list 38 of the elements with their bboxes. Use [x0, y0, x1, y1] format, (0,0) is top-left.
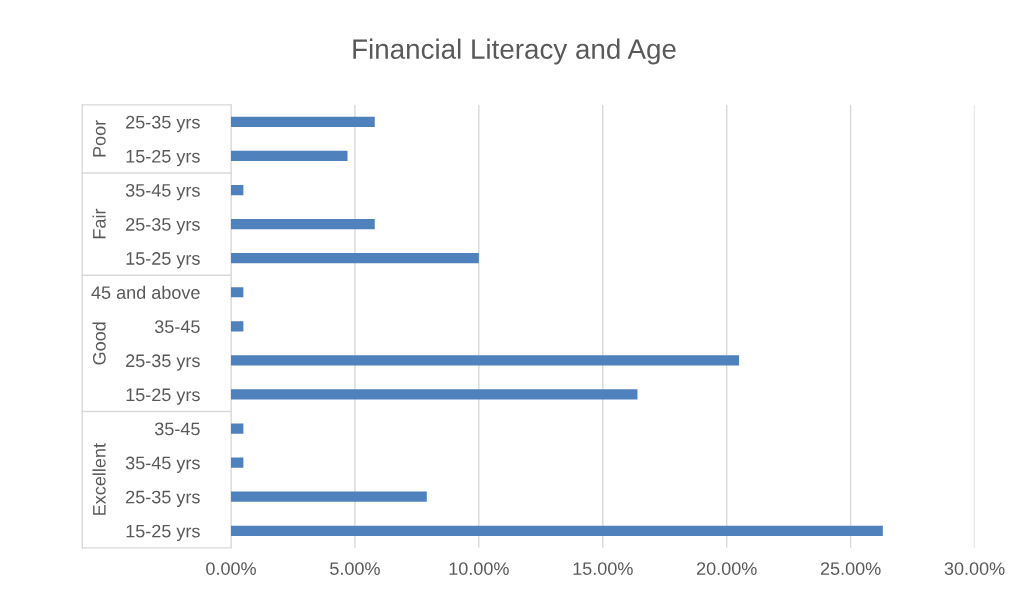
- bar: [230, 218, 375, 230]
- y-tick-label: 35-45: [154, 422, 200, 436]
- bar: [230, 321, 244, 332]
- text: Fair: [92, 208, 106, 239]
- text: Good: [92, 322, 106, 365]
- bar: [230, 457, 244, 468]
- x-tick-label: 5.00%: [330, 562, 380, 575]
- bar: [230, 423, 244, 434]
- x-tick-label: 15.00%: [573, 562, 633, 575]
- y-tick-label: 35-45 yrs: [125, 456, 200, 473]
- y-tick-label: 15-25 yrs: [126, 388, 200, 405]
- bar: [230, 116, 375, 127]
- y-tick-label: 15-25 yrs: [126, 252, 200, 269]
- x-tick-label: 30.00%: [944, 562, 1005, 575]
- bar: [230, 253, 479, 264]
- bar: [230, 491, 427, 502]
- bar: [230, 525, 883, 536]
- bar: [230, 389, 638, 400]
- y-tick-label: 25-35 yrs: [126, 115, 200, 133]
- x-tick-label: 0.00%: [206, 562, 256, 575]
- x-tick-label: 25.00%: [820, 562, 881, 575]
- y-tick-label: 35-45: [154, 320, 200, 334]
- chart-title: Financial Literacy and Age: [353, 38, 676, 65]
- x-tick-label: 20.00%: [696, 562, 757, 575]
- y-tick-label: 45 and above: [91, 285, 200, 299]
- bar: [230, 355, 740, 366]
- y-tick-label: 15-25 yrs: [126, 149, 200, 167]
- y-tick-label: 15-25 yrs: [126, 524, 200, 542]
- text: Excellent: [92, 443, 106, 515]
- x-tick-label: 10.00%: [449, 562, 509, 575]
- bar: [230, 287, 244, 298]
- y-tick-label: 25-35 yrs: [126, 218, 200, 235]
- y-tick-label: 25-35 yrs: [126, 490, 200, 507]
- bar: [230, 150, 348, 162]
- y-tick-label: 25-35 yrs: [126, 354, 200, 371]
- y-tick-label: 35-45 yrs: [125, 183, 200, 201]
- text: Poor: [93, 120, 106, 157]
- bar: [230, 184, 244, 196]
